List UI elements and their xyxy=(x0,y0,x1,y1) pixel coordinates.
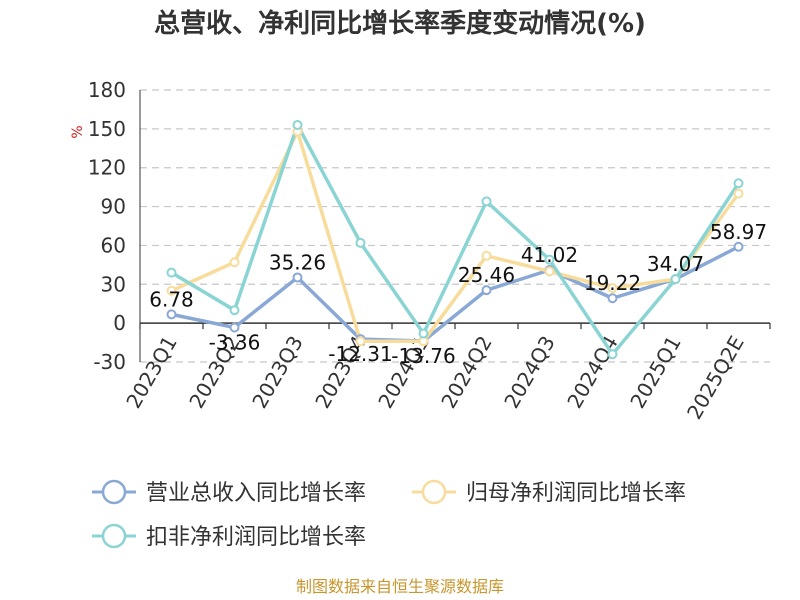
x-tick-label: 2024Q4 xyxy=(562,332,622,413)
series-1-point xyxy=(292,272,303,283)
series-1-point xyxy=(229,322,240,333)
series-3-point xyxy=(607,349,618,360)
x-tick-label: 2025Q2E xyxy=(682,332,749,424)
series-2-point xyxy=(355,336,366,347)
y-tick-label: 30 xyxy=(101,272,126,296)
data-label: 35.26 xyxy=(269,250,326,274)
y-tick-label: 150 xyxy=(88,117,126,141)
legend-marker xyxy=(101,479,127,505)
y-tick-label: -30 xyxy=(93,350,126,374)
series-1-point xyxy=(733,241,744,252)
data-label: 41.02 xyxy=(521,243,578,267)
y-axis-unit: % xyxy=(70,125,86,138)
grid xyxy=(140,89,770,363)
series-1-point xyxy=(607,293,618,304)
series-line-2 xyxy=(170,129,740,344)
series-3-point xyxy=(355,237,366,248)
y-tick-label: 180 xyxy=(88,78,126,102)
legend-item-2: 归母净利润同比增长率 xyxy=(412,479,686,506)
series-3-point xyxy=(670,274,681,285)
series-1-point xyxy=(481,285,492,296)
chart-title: 总营收、净利同比增长率季度变动情况(%) xyxy=(154,8,646,39)
data-label: 58.97 xyxy=(710,220,767,244)
series-line-3 xyxy=(170,123,740,356)
series-3-point xyxy=(733,178,744,189)
data-label: -13.76 xyxy=(391,344,455,368)
data-labels: 6.78 -3.36 35.26 -12.31-13.76 25.4641.0219.2… xyxy=(149,220,767,368)
y-tick-label: 60 xyxy=(101,233,126,257)
series-3-point xyxy=(418,328,429,339)
series-2-point xyxy=(544,266,555,277)
series-3-point xyxy=(544,254,555,265)
y-tick-label: 120 xyxy=(88,156,126,180)
legend-item-1: 营业总收入同比增长率 xyxy=(92,479,366,506)
data-label: 19.22 xyxy=(584,271,641,295)
series-3-point xyxy=(229,305,240,316)
series-2-point xyxy=(229,257,240,268)
data-label: 6.78 xyxy=(149,287,194,311)
x-tick-label: 2024Q3 xyxy=(499,332,559,413)
series-3-point xyxy=(166,267,177,278)
legend-marker xyxy=(101,523,127,549)
y-tick-label: 90 xyxy=(101,195,126,219)
source-note: 制图数据来自恒生聚源数据库 xyxy=(296,577,504,596)
series-1-point xyxy=(166,309,177,320)
series-line-1 xyxy=(171,245,740,343)
series-2-point xyxy=(481,250,492,261)
series-2-point xyxy=(166,285,177,296)
data-label: -3.36 xyxy=(209,330,261,354)
series-3-point xyxy=(481,196,492,207)
data-label: 34.07 xyxy=(647,252,704,276)
legend-marker xyxy=(421,479,447,505)
legend-label: 营业总收入同比增长率 xyxy=(146,481,366,506)
series-2-point xyxy=(607,283,618,294)
series-2-point xyxy=(733,188,744,199)
x-tick-label: 2025Q1 xyxy=(625,332,685,413)
legend-label: 扣非净利润同比增长率 xyxy=(146,525,366,550)
legend-label: 归母净利润同比增长率 xyxy=(466,481,686,506)
x-tick-label: 2023Q1 xyxy=(121,332,181,413)
series-3-point xyxy=(292,119,303,130)
data-label: 25.46 xyxy=(458,263,515,287)
data-label: -12.31 xyxy=(328,342,392,366)
y-tick-label: 0 xyxy=(113,311,126,335)
legend-item-3: 扣非净利润同比增长率 xyxy=(92,523,366,550)
series-group xyxy=(166,119,744,360)
